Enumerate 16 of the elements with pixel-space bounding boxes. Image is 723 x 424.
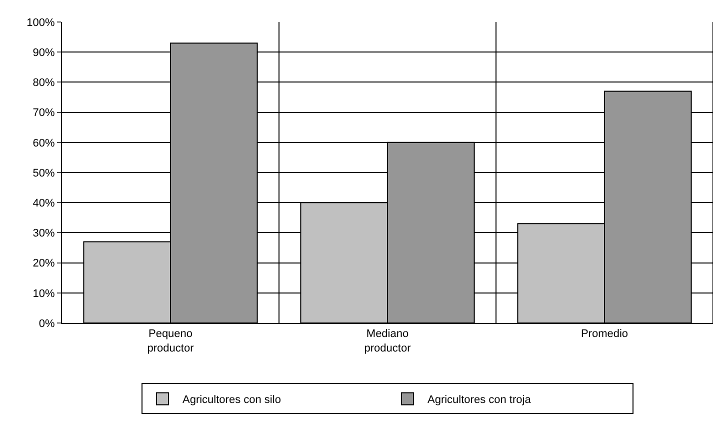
y-tick-label: 70% (32, 107, 56, 120)
legend-label: Agricultores con troja (428, 394, 532, 406)
y-tick-label: 0% (38, 318, 56, 330)
x-tick-label: Mediano productor (364, 328, 412, 354)
y-tick-label: 30% (32, 228, 56, 240)
y-tick-label: 80% (32, 77, 56, 90)
x-tick-label: Pequeno productor (147, 328, 194, 354)
y-tick-label: 10% (32, 288, 56, 300)
legend-label: Agricultores con silo (182, 394, 281, 406)
y-tick-label: 100% (26, 16, 56, 29)
x-tick-label: Promedio (580, 328, 628, 340)
y-tick-label: 50% (32, 167, 56, 180)
y-tick-label: 60% (32, 137, 56, 150)
y-tick-label: 90% (32, 46, 56, 59)
y-tick-label: 40% (32, 197, 56, 210)
y-tick-label: 20% (32, 258, 56, 270)
